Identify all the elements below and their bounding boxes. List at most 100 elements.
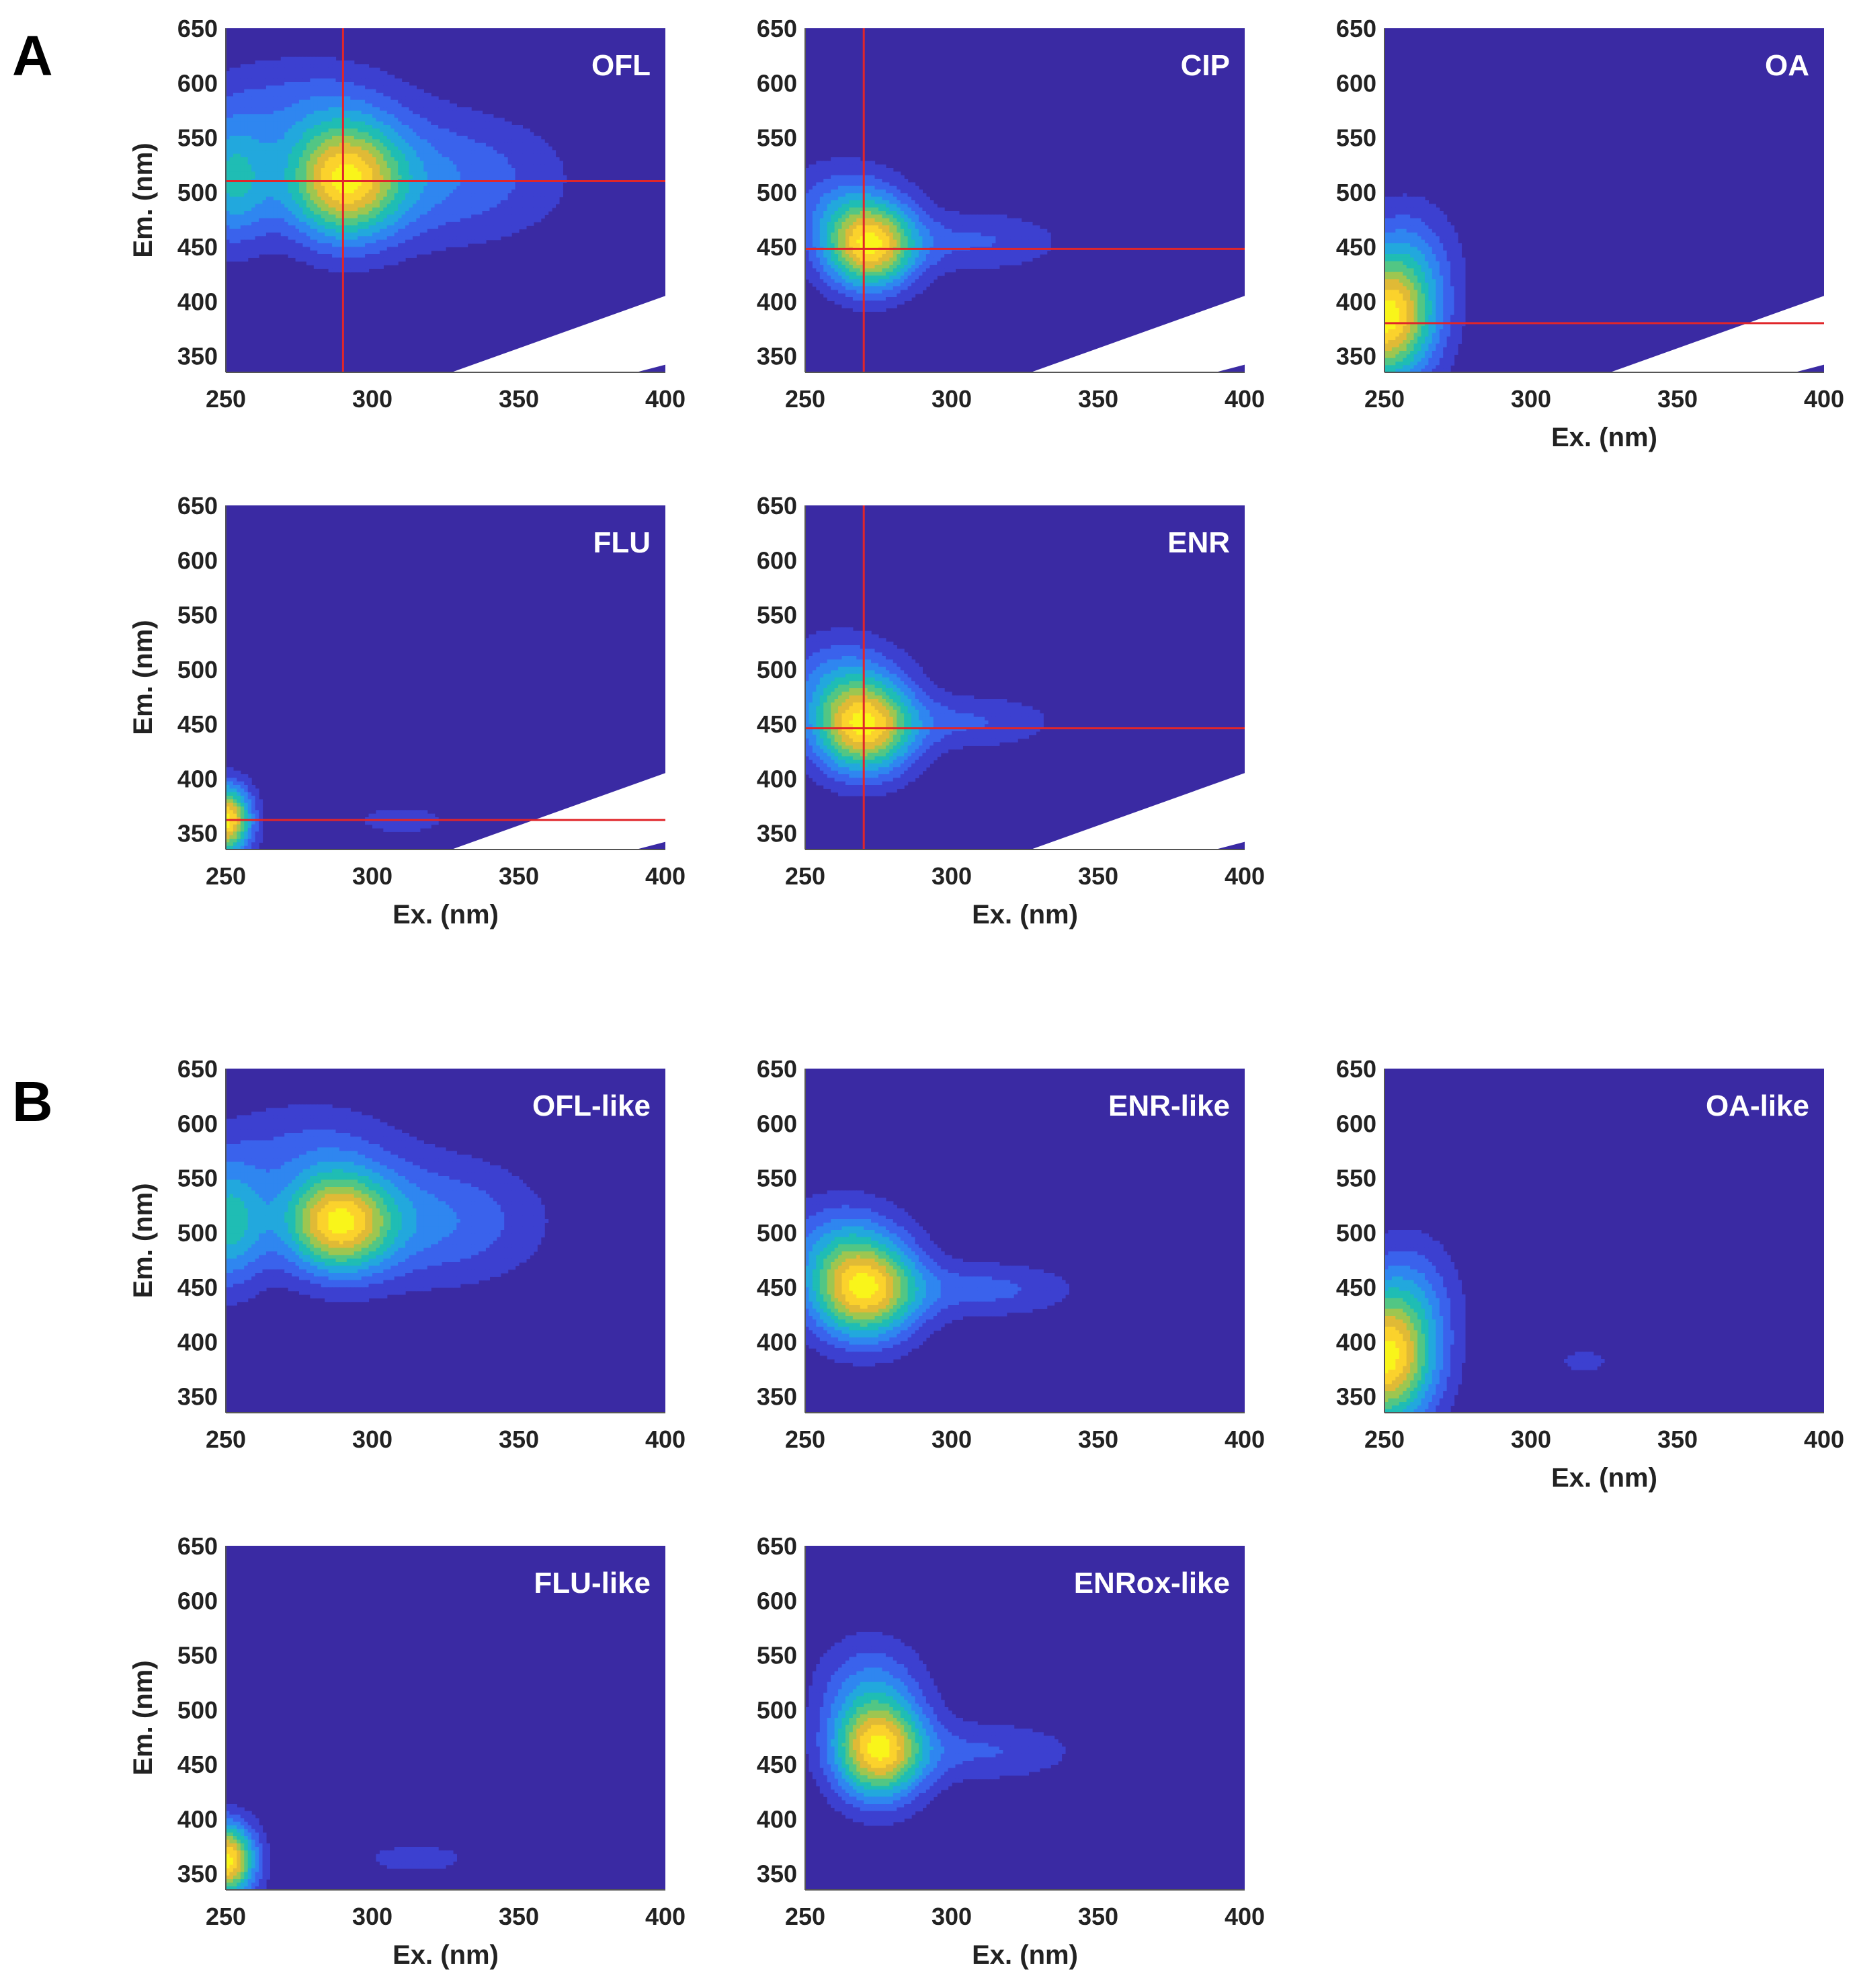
contour-cell [431,118,436,122]
contour-cell [449,175,454,179]
contour-cell [277,157,282,161]
contour-cell [226,222,231,226]
contour-cell [489,125,494,129]
contour-cell [350,168,355,172]
contour-cell [449,142,454,147]
contour-cell [354,218,358,222]
contour-cell [489,142,494,147]
contour-cell [816,182,821,187]
contour-cell [361,182,366,187]
contour-cell [273,103,278,108]
contour-cell [379,200,384,204]
contour-cell [423,142,428,147]
contour-cell [390,85,395,90]
contour-cell [482,225,487,230]
contour-cell [834,204,839,208]
contour-cell [288,110,292,115]
contour-cell [328,82,333,86]
contour-cell [376,254,380,258]
contour-cell [398,128,403,133]
contour-cell [423,236,428,241]
contour-cell [460,121,464,126]
contour-cell [262,71,267,75]
contour-cell [292,190,296,194]
contour-cell [325,175,329,179]
contour-cell [247,96,252,101]
contour-cell [522,153,527,158]
contour-cell [449,136,454,140]
contour-cell [244,225,249,230]
contour-cell [537,164,542,169]
contour-cell [834,175,839,179]
contour-cell [376,193,380,198]
contour-cell [328,190,333,194]
contour-cell [346,85,351,90]
contour-cell [526,185,530,190]
contour-cell [419,139,424,144]
contour-cell [915,222,919,226]
contour-cell [419,233,424,237]
contour-cell [519,153,524,158]
contour-cell [288,193,292,198]
contour-cell [339,157,343,161]
contour-cell [321,56,325,61]
contour-cell [317,121,322,126]
contour-cell [284,150,289,155]
contour-cell [401,96,406,101]
contour-cell [398,204,403,208]
contour-cell [419,142,424,147]
contour-cell [277,103,282,108]
contour-cell [270,125,274,129]
contour-cell [500,121,505,126]
contour-cell [479,218,483,222]
contour-cell [999,229,1003,233]
contour-cell [277,125,282,129]
contour-cell [841,204,846,208]
contour-cell [328,222,333,226]
contour-cell [302,147,307,151]
y-tick-label: 500 [177,179,218,206]
contour-cell [819,168,824,172]
contour-cell [416,225,421,230]
contour-cell [302,71,307,75]
contour-cell [325,185,329,190]
contour-cell [860,193,864,198]
contour-cell [394,214,399,219]
contour-cell [485,118,490,122]
contour-cell [237,239,241,244]
contour-cell [485,185,490,190]
contour-cell [966,214,970,219]
contour-cell [280,136,285,140]
contour-cell [226,214,231,219]
contour-cell [456,132,461,136]
contour-cell [372,211,377,215]
contour-cell [537,168,542,172]
contour-cell [471,222,476,226]
contour-cell [497,125,501,129]
contour-cell [302,96,307,101]
contour-cell [864,193,868,198]
contour-cell [313,257,318,262]
contour-cell [237,207,241,212]
contour-cell [449,211,454,215]
contour-cell [456,218,461,222]
contour-cell [416,99,421,104]
contour-cell [237,132,241,136]
contour-cell [442,239,446,244]
contour-cell [464,204,468,208]
contour-cell [321,121,325,126]
contour-cell [226,93,231,97]
contour-cell [328,171,333,176]
contour-cell [251,182,256,187]
contour-cell [265,107,270,112]
contour-cell [405,193,410,198]
contour-cell [874,204,879,208]
contour-cell [277,190,282,194]
contour-cell [474,157,479,161]
contour-cell [328,211,333,215]
contour-cell [273,196,278,201]
contour-cell [310,85,315,90]
contour-cell [548,190,552,194]
contour-cell [849,168,854,172]
